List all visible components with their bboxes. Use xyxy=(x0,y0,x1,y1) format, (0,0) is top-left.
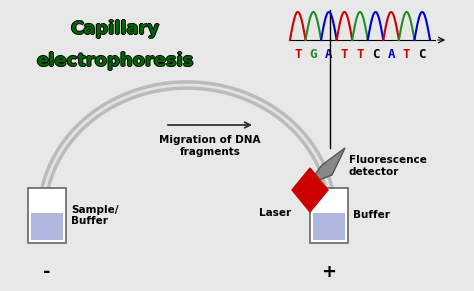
Polygon shape xyxy=(292,168,328,212)
Bar xyxy=(31,213,63,240)
Text: electrophoresis: electrophoresis xyxy=(36,52,194,70)
Text: T: T xyxy=(403,48,410,61)
Polygon shape xyxy=(307,148,345,185)
Text: C: C xyxy=(372,48,379,61)
Text: A: A xyxy=(387,48,395,61)
Text: Sample/
Buffer: Sample/ Buffer xyxy=(71,205,118,226)
Text: Capillary: Capillary xyxy=(72,20,161,38)
Text: T: T xyxy=(356,48,364,61)
Text: +: + xyxy=(321,263,337,281)
Text: electrophoresis: electrophoresis xyxy=(36,51,194,69)
Text: Capillary: Capillary xyxy=(71,21,160,39)
Text: Fluorescence
detector: Fluorescence detector xyxy=(349,155,427,177)
Text: T: T xyxy=(341,48,348,61)
Text: T: T xyxy=(294,48,301,61)
Text: electrophoresis: electrophoresis xyxy=(36,53,194,71)
Text: electrophoresis: electrophoresis xyxy=(37,52,195,70)
Text: electrophoresis: electrophoresis xyxy=(35,52,193,70)
Text: C: C xyxy=(419,48,426,61)
Bar xyxy=(28,188,66,243)
Bar xyxy=(310,188,348,243)
Text: Capillary: Capillary xyxy=(69,20,159,38)
Text: Buffer: Buffer xyxy=(353,210,390,221)
Bar xyxy=(313,213,345,240)
Text: Capillary: Capillary xyxy=(71,20,160,38)
Text: Laser: Laser xyxy=(259,208,291,218)
Text: Migration of DNA
fragments: Migration of DNA fragments xyxy=(159,135,261,157)
Text: A: A xyxy=(325,48,333,61)
Text: Capillary: Capillary xyxy=(71,19,160,37)
Text: -: - xyxy=(43,263,51,281)
Text: G: G xyxy=(310,48,317,61)
